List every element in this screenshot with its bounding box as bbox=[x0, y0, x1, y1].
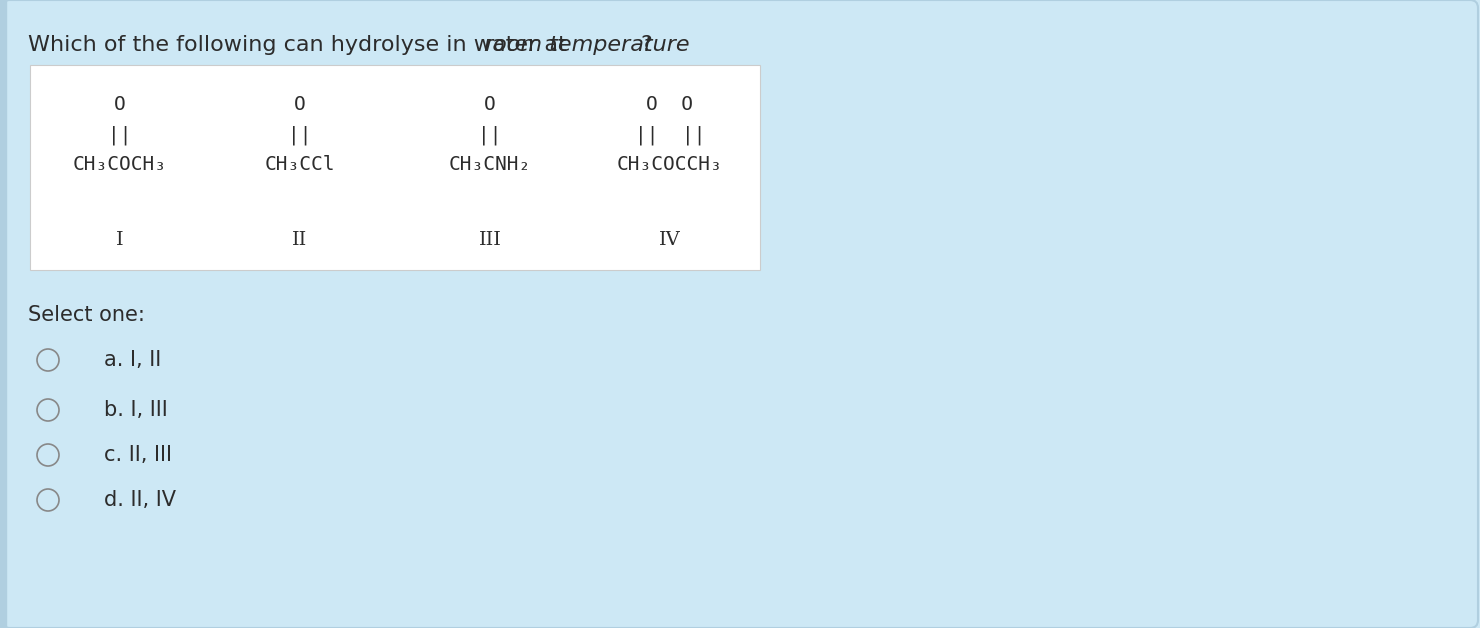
FancyBboxPatch shape bbox=[30, 65, 761, 270]
Text: I: I bbox=[117, 231, 124, 249]
Text: d. II, IV: d. II, IV bbox=[104, 490, 176, 510]
Text: ||: || bbox=[478, 125, 502, 144]
Text: O: O bbox=[484, 95, 496, 114]
Text: c. II, III: c. II, III bbox=[104, 445, 172, 465]
Circle shape bbox=[37, 349, 59, 371]
Text: O: O bbox=[295, 95, 306, 114]
Text: CH₃CCl: CH₃CCl bbox=[265, 156, 336, 175]
Text: ?: ? bbox=[639, 35, 651, 55]
Text: O  O: O O bbox=[647, 95, 694, 114]
Text: a. I, II: a. I, II bbox=[104, 350, 161, 370]
Text: CH₃COCH₃: CH₃COCH₃ bbox=[73, 156, 167, 175]
Text: CH₃COCCH₃: CH₃COCCH₃ bbox=[617, 156, 722, 175]
Text: ||  ||: || || bbox=[635, 125, 706, 144]
Text: b. I, III: b. I, III bbox=[104, 400, 167, 420]
Text: III: III bbox=[478, 231, 502, 249]
Bar bbox=[0, 0, 6, 628]
Circle shape bbox=[37, 444, 59, 466]
Text: IV: IV bbox=[659, 231, 681, 249]
Text: CH₃CNH₂: CH₃CNH₂ bbox=[448, 156, 531, 175]
Text: ||: || bbox=[108, 125, 132, 144]
Circle shape bbox=[37, 489, 59, 511]
Text: room temperature: room temperature bbox=[484, 35, 690, 55]
Text: II: II bbox=[293, 231, 308, 249]
Circle shape bbox=[37, 399, 59, 421]
Text: ||: || bbox=[289, 125, 312, 144]
Text: Which of the following can hydrolyse in water at: Which of the following can hydrolyse in … bbox=[28, 35, 574, 55]
Text: O: O bbox=[114, 95, 126, 114]
Text: Select one:: Select one: bbox=[28, 305, 145, 325]
